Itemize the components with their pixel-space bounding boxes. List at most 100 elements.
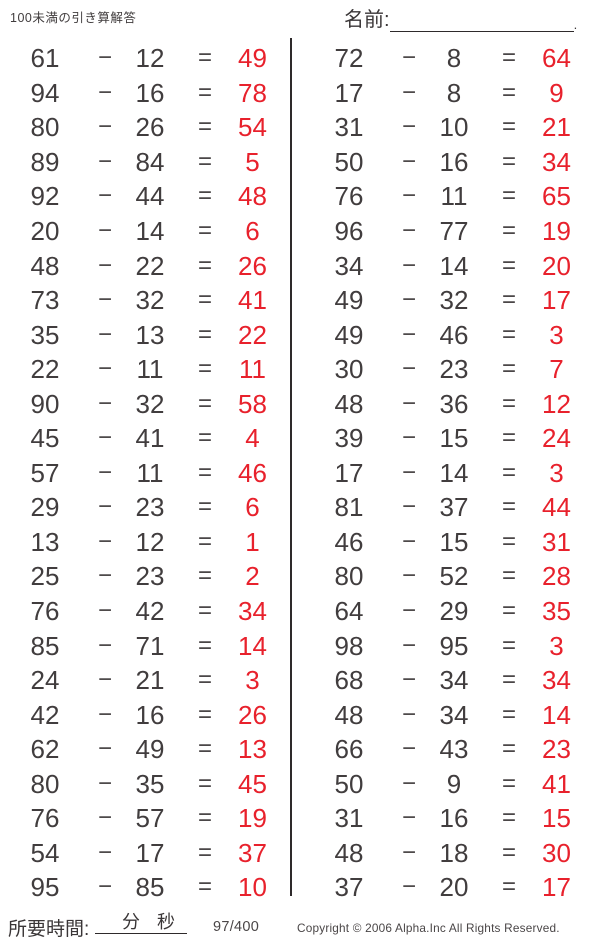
problem-row: 31 −16 = 15 — [304, 801, 600, 836]
subtrahend: 44 — [135, 181, 165, 212]
answer: 46 — [238, 457, 267, 488]
problem-row: 48 −34 = 14 — [304, 697, 600, 732]
minuend: 76 — [30, 803, 60, 834]
equals-sign: = — [501, 424, 516, 452]
minus-operator: − — [97, 182, 112, 210]
minus-operator: − — [401, 389, 416, 417]
minuend: 29 — [30, 492, 60, 523]
subtrahend: 84 — [135, 146, 165, 177]
equals-sign: = — [197, 735, 212, 763]
minus-operator: − — [97, 562, 112, 590]
answer: 21 — [542, 112, 571, 143]
problem-row: 13 −12 = 1 — [0, 525, 290, 560]
subtrahend: 16 — [439, 146, 469, 177]
answer: 13 — [238, 734, 267, 765]
problem-row: 20 −14 = 6 — [0, 214, 290, 249]
minus-operator: − — [401, 666, 416, 694]
minuend: 46 — [334, 526, 364, 557]
minuend: 50 — [334, 146, 364, 177]
minus-operator: − — [401, 527, 416, 555]
equals-sign: = — [501, 251, 516, 279]
subtrahend: 32 — [135, 285, 165, 316]
minus-operator: − — [401, 597, 416, 625]
answer: 30 — [542, 837, 571, 868]
equals-sign: = — [501, 44, 516, 72]
minuend: 81 — [334, 492, 364, 523]
problem-row: 80 −35 = 45 — [0, 766, 290, 801]
equals-sign: = — [501, 527, 516, 555]
subtrahend: 85 — [135, 872, 165, 903]
equals-sign: = — [501, 597, 516, 625]
equals-sign: = — [197, 78, 212, 106]
answer: 3 — [549, 457, 564, 488]
problem-row: 95 −85 = 10 — [0, 870, 290, 905]
minuend: 34 — [334, 250, 364, 281]
minuend: 30 — [334, 354, 364, 385]
answer: 26 — [238, 250, 267, 281]
minus-operator: − — [97, 700, 112, 728]
answer: 1 — [245, 526, 260, 557]
problem-row: 80 −26 = 54 — [0, 110, 290, 145]
minuend: 45 — [30, 423, 60, 454]
minus-operator: − — [97, 424, 112, 452]
minus-operator: − — [401, 562, 416, 590]
minus-operator: − — [401, 355, 416, 383]
time-blank-line[interactable]: 分 秒 — [95, 911, 187, 934]
subtrahend: 23 — [135, 561, 165, 592]
subtrahend: 32 — [439, 285, 469, 316]
problem-row: 24 −21 = 3 — [0, 663, 290, 698]
minuend: 25 — [30, 561, 60, 592]
problem-row: 96 −77 = 19 — [304, 214, 600, 249]
equals-sign: = — [197, 700, 212, 728]
subtrahend: 22 — [135, 250, 165, 281]
equals-sign: = — [501, 458, 516, 486]
subtrahend: 13 — [135, 319, 165, 350]
equals-sign: = — [197, 769, 212, 797]
problem-row: 37 −20 = 17 — [304, 870, 600, 905]
problem-row: 94 −16 = 78 — [0, 76, 290, 111]
minuend: 48 — [30, 250, 60, 281]
page-number: 97/400 — [213, 919, 260, 935]
minus-operator: − — [97, 217, 112, 244]
answer: 9 — [549, 77, 564, 108]
subtrahend: 35 — [135, 768, 165, 799]
problem-row: 50 −16 = 34 — [304, 145, 600, 180]
subtrahend: 34 — [439, 665, 469, 696]
problem-row: 62 −49 = 13 — [0, 732, 290, 767]
problem-row: 68−34 = 34 — [304, 663, 600, 698]
minuend: 49 — [334, 285, 364, 316]
equals-sign: = — [197, 458, 212, 486]
problem-row: 42 −16 = 26 — [0, 697, 290, 732]
subtrahend: 43 — [439, 734, 469, 765]
minus-operator: − — [97, 458, 112, 486]
equals-sign: = — [197, 182, 212, 210]
subtrahend: 14 — [439, 457, 469, 488]
minus-operator: − — [401, 458, 416, 486]
equals-sign: = — [197, 217, 212, 244]
minus-operator: − — [401, 735, 416, 763]
minus-operator: − — [401, 113, 416, 141]
problem-row: 48 −22 = 26 — [0, 248, 290, 283]
minuend: 95 — [30, 872, 60, 903]
name-blank-line[interactable] — [389, 8, 574, 32]
problem-row: 49 −46 = 3 — [304, 317, 600, 352]
subtrahend: 46 — [439, 319, 469, 350]
answer: 65 — [542, 181, 571, 212]
minus-operator: − — [401, 700, 416, 728]
answer: 3 — [245, 665, 260, 696]
equals-sign: = — [197, 666, 212, 694]
answer: 3 — [549, 630, 564, 661]
answer: 24 — [542, 423, 571, 454]
equals-sign: = — [501, 666, 516, 694]
minuend: 49 — [334, 319, 364, 350]
subtrahend: 8 — [446, 77, 462, 108]
problem-row: 49 −32 = 17 — [304, 283, 600, 318]
minus-operator: − — [97, 113, 112, 141]
minus-operator: − — [97, 873, 112, 901]
answer: 19 — [542, 216, 571, 246]
answer: 49 — [238, 43, 267, 74]
equals-sign: = — [501, 355, 516, 383]
minuend: 62 — [30, 734, 60, 765]
equals-sign: = — [197, 44, 212, 72]
